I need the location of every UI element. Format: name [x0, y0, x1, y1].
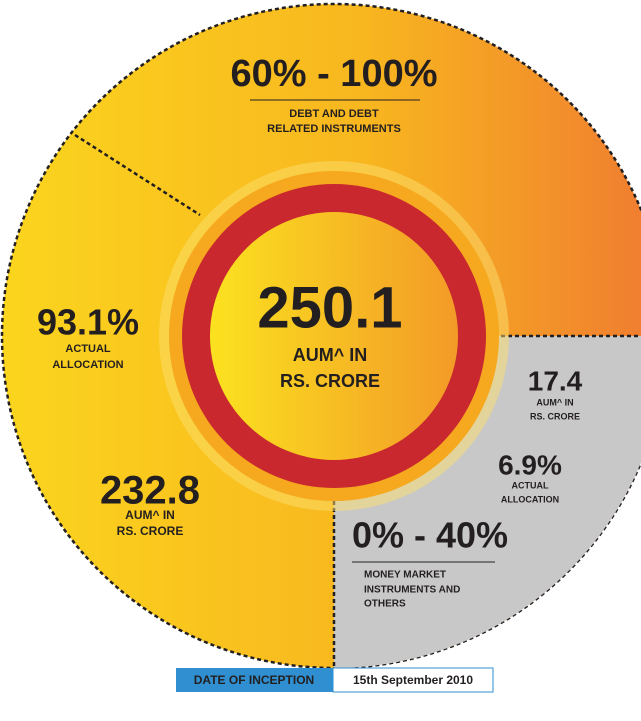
debt-actual-label: ALLOCATION — [52, 359, 123, 371]
inception-date-box — [332, 667, 494, 693]
mm-actual: 6.9% — [498, 449, 562, 480]
debt-aum-label: RS. CRORE — [117, 524, 184, 538]
debt-range: 60% - 100% — [230, 53, 437, 95]
divider — [74, 133, 201, 217]
mm-actual-label: ACTUAL — [512, 480, 549, 490]
debt-actual-label: ACTUAL — [65, 343, 110, 355]
debt-actual: 93.1% — [37, 302, 139, 343]
mm-label: OTHERS — [364, 599, 406, 610]
mm-aum-label: AUM^ IN — [536, 397, 573, 407]
mm-label: MONEY MARKET — [364, 570, 446, 581]
mm-aum-label: RS. CRORE — [530, 411, 580, 421]
total-aum-label: AUM^ IN — [293, 345, 368, 365]
total-aum: 250.1 — [257, 275, 402, 340]
inception-label: DATE OF INCEPTION — [194, 673, 314, 687]
debt-label: DEBT AND DEBT — [289, 108, 379, 120]
mm-label: INSTRUMENTS AND — [364, 585, 460, 596]
inception-label-box — [176, 668, 333, 692]
inner-disc — [210, 212, 458, 460]
debt-aum: 232.8 — [100, 469, 200, 513]
inception-date: 15th September 2010 — [353, 673, 473, 687]
total-aum-label: RS. CRORE — [280, 371, 380, 391]
mm-actual-label: ALLOCATION — [501, 494, 559, 504]
mm-aum: 17.4 — [528, 365, 583, 396]
debt-aum-label: AUM^ IN — [125, 508, 175, 522]
debt-label: RELATED INSTRUMENTS — [267, 123, 401, 135]
mm-range: 0% - 40% — [352, 515, 508, 556]
